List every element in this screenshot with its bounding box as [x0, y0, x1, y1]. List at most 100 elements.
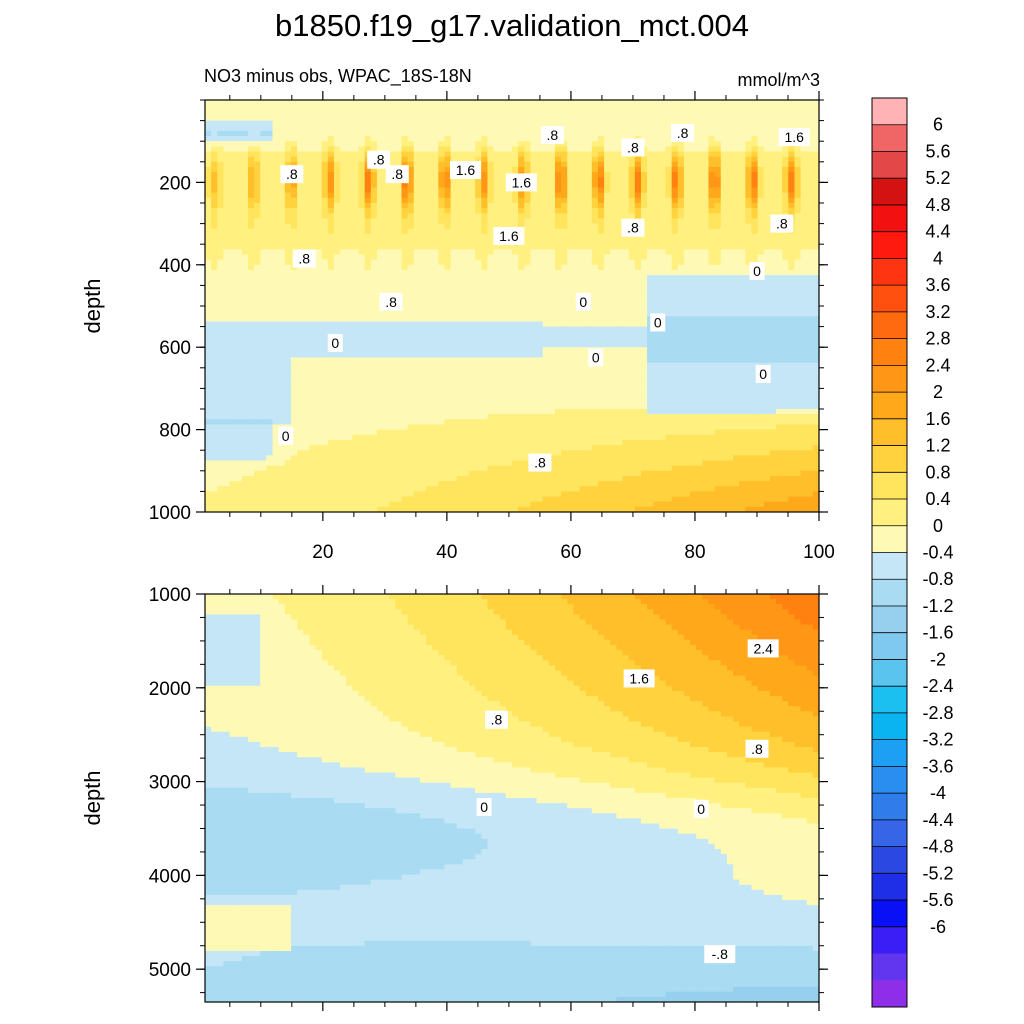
contour-cell [579, 311, 587, 317]
contour-cell [487, 275, 495, 281]
contour-cell [579, 259, 587, 266]
contour-cell [739, 208, 746, 214]
contour-cell [745, 280, 753, 286]
contour-cell [806, 249, 814, 256]
contour-cell [647, 156, 654, 163]
contour-cell [585, 130, 593, 137]
contour-cell [634, 161, 642, 168]
contour-cell [426, 203, 433, 209]
contour-cell [469, 130, 476, 137]
contour-cell [554, 239, 562, 245]
contour-cell [211, 197, 218, 204]
contour-cell [401, 342, 409, 348]
contour-cell [205, 136, 212, 142]
contour-cell [812, 280, 819, 286]
contour-cell [542, 213, 550, 220]
contour-cell [677, 295, 685, 302]
contour-cell [266, 105, 274, 111]
contour-cell [278, 233, 286, 240]
contour-cell [554, 146, 562, 153]
contour-cell [757, 151, 765, 158]
contour-cell [653, 192, 660, 199]
contour-cell [272, 203, 280, 209]
contour-cell [751, 295, 759, 302]
contour-cell [665, 264, 673, 271]
contour-cell [303, 300, 310, 307]
contour-cell [499, 223, 507, 230]
contour-cell [333, 233, 341, 240]
contour-cell [395, 223, 403, 230]
contour-cell [481, 280, 489, 286]
contour-cell [714, 249, 722, 256]
contour-cell [290, 269, 298, 276]
contour-cell [683, 105, 691, 111]
contour-cell [794, 264, 802, 271]
contour-cell [653, 228, 660, 235]
contour-cell [419, 295, 427, 302]
contour-cell [628, 342, 636, 348]
contour-cell [432, 239, 439, 245]
contour-cell [376, 110, 384, 117]
contour-cell [763, 336, 771, 343]
contour-cell [794, 306, 802, 312]
contour-cell [782, 208, 789, 214]
contour-cell [726, 105, 734, 111]
contour-cell [266, 347, 274, 353]
contour-cell [493, 100, 501, 106]
contour-cell [794, 290, 802, 297]
contour-cell [530, 105, 538, 111]
contour-cell [696, 244, 703, 250]
contour-cell [548, 100, 556, 106]
contour-cell [499, 136, 507, 142]
contour-cell [456, 275, 464, 281]
contour-cell [229, 316, 237, 323]
contour-cell [456, 192, 464, 199]
contour-cell [782, 254, 789, 261]
contour-cell [444, 151, 452, 158]
contour-cell [352, 182, 360, 189]
contour-cell [346, 151, 353, 158]
contour-cell [548, 156, 556, 163]
contour-cell [665, 172, 673, 178]
contour-cell [733, 233, 740, 240]
contour-cell [800, 254, 808, 261]
contour-cell [659, 280, 667, 286]
contour-cell [757, 300, 765, 307]
contour-cell [321, 233, 329, 240]
contour-cell [395, 141, 403, 147]
contour-cell [481, 136, 489, 142]
contour-cell [696, 336, 703, 343]
contour-cell [278, 254, 286, 261]
contour-cell [419, 311, 427, 317]
contour-cell [450, 141, 458, 147]
contour-cell [524, 208, 532, 214]
contour-cell [450, 275, 458, 281]
contour-cell [376, 239, 384, 245]
contour-cell [683, 275, 691, 281]
contour-cell [622, 326, 630, 333]
contour-cell [223, 151, 231, 158]
contour-cell [745, 321, 753, 328]
contour-cell [376, 342, 384, 348]
contour-cell [597, 290, 605, 297]
contour-cell [733, 290, 740, 297]
contour-cell [794, 259, 802, 266]
contour-cell [561, 244, 568, 250]
contour-cell [745, 218, 753, 225]
contour-cell [782, 192, 789, 199]
contour-cell [561, 233, 568, 240]
contour-cell [714, 331, 722, 338]
contour-cell [739, 187, 746, 194]
contour-cell [776, 100, 783, 106]
contour-cell [450, 136, 458, 142]
contour-cell [573, 182, 581, 189]
contour-cell [487, 177, 495, 183]
contour-cell [616, 264, 624, 271]
contour-cell [432, 249, 439, 256]
contour-cell [739, 239, 746, 245]
contour-cell [524, 285, 532, 292]
contour-cell [266, 172, 274, 178]
contour-cell [364, 342, 372, 348]
contour-cell [266, 146, 274, 153]
contour-cell [260, 331, 267, 338]
